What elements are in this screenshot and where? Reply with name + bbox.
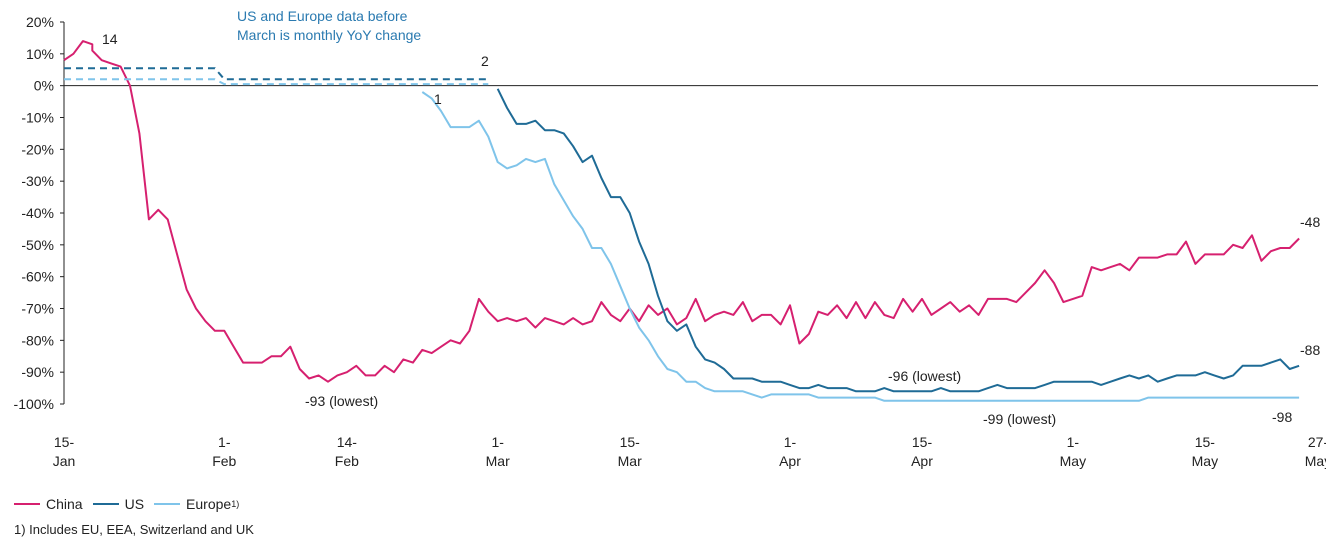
annotation-china-end: -48 xyxy=(1300,214,1320,230)
annotation-china-peak: 14 xyxy=(102,31,118,47)
annotation-eu-end: -98 xyxy=(1272,409,1292,425)
x-tick-label: 15- xyxy=(1195,434,1216,450)
series-line-us xyxy=(496,88,1300,393)
y-tick-label: -30% xyxy=(21,173,54,189)
y-tick-label: 10% xyxy=(26,46,54,62)
y-tick-label: -70% xyxy=(21,301,54,317)
x-tick-label: Jan xyxy=(53,453,76,469)
annotation-us-end: -88 xyxy=(1300,342,1320,358)
y-tick-label: -40% xyxy=(21,205,54,221)
legend-label-china: China xyxy=(46,496,83,512)
legend-item-china: China xyxy=(14,496,83,512)
y-tick-label: -80% xyxy=(21,332,54,348)
annotation-note-line2: March is monthly YoY change xyxy=(237,27,421,43)
y-tick-label: -100% xyxy=(14,396,54,412)
annotation-china-low: -93 (lowest) xyxy=(305,393,378,409)
x-tick-label: May xyxy=(1305,453,1326,469)
y-axis: 20% 10% 0% -10% -20% -30% -40% -50% -60% -70% -80%… xyxy=(14,14,64,412)
y-tick-label: 0% xyxy=(34,78,54,94)
legend-label-us: US xyxy=(124,496,145,512)
x-tick-label: Mar xyxy=(618,453,642,469)
legend-swatch-china xyxy=(14,503,40,505)
x-tick-label: Mar xyxy=(486,453,510,469)
x-tick-label: Feb xyxy=(335,453,359,469)
x-tick-label: May xyxy=(1192,453,1218,469)
x-tick-label: 27- xyxy=(1308,434,1326,450)
x-tick-label: 15- xyxy=(620,434,641,450)
annotation-note-line1: US and Europe data before xyxy=(237,8,408,24)
legend-item-us: US xyxy=(92,496,145,512)
legend-label-europe-sup: 1) xyxy=(231,499,240,509)
x-tick-label: 1- xyxy=(1067,434,1080,450)
x-axis: 15- Jan 1- Feb 14- Feb 1- Mar 15- Mar 1- Apr 15- Apr 1… xyxy=(53,434,1326,469)
x-tick-label: Feb xyxy=(212,453,236,469)
y-tick-label: -60% xyxy=(21,269,54,285)
y-tick-label: -20% xyxy=(21,141,54,157)
footnote: 1) Includes EU, EEA, Switzerland and UK xyxy=(14,522,254,537)
x-tick-label: May xyxy=(1060,453,1086,469)
x-tick-label: 1- xyxy=(491,434,504,450)
legend-swatch-us xyxy=(92,503,119,505)
legend-item-europe: Europe 1) xyxy=(154,496,239,512)
x-tick-label: 1- xyxy=(218,434,231,450)
annotation-us-low: -96 (lowest) xyxy=(888,368,961,384)
y-tick-label: -10% xyxy=(21,110,54,126)
series-line-china xyxy=(63,40,1300,383)
y-tick-label: -90% xyxy=(21,364,54,380)
legend-label-europe: Europe xyxy=(186,496,232,512)
annotations: US and Europe data before March is month… xyxy=(102,8,1320,427)
series-line-europe-monthly xyxy=(64,78,489,86)
x-tick-label: Apr xyxy=(779,453,801,469)
series-line-europe xyxy=(421,91,1300,402)
legend: China US Europe 1) xyxy=(14,496,249,512)
series-layer xyxy=(63,40,1300,402)
y-tick-label: -50% xyxy=(21,237,54,253)
y-tick-label: 20% xyxy=(26,14,54,30)
annotation-eu-low: -99 (lowest) xyxy=(983,411,1056,427)
annotation-us-pre: 2 xyxy=(481,53,489,69)
x-tick-label: 1- xyxy=(784,434,797,450)
x-tick-label: 14- xyxy=(337,434,358,450)
annotation-eu-pre: 1 xyxy=(434,91,442,107)
legend-swatch-europe xyxy=(154,503,181,505)
x-tick-label: 15- xyxy=(54,434,75,450)
series-line-us-monthly xyxy=(64,67,489,81)
x-tick-label: 15- xyxy=(912,434,933,450)
x-tick-label: Apr xyxy=(911,453,933,469)
